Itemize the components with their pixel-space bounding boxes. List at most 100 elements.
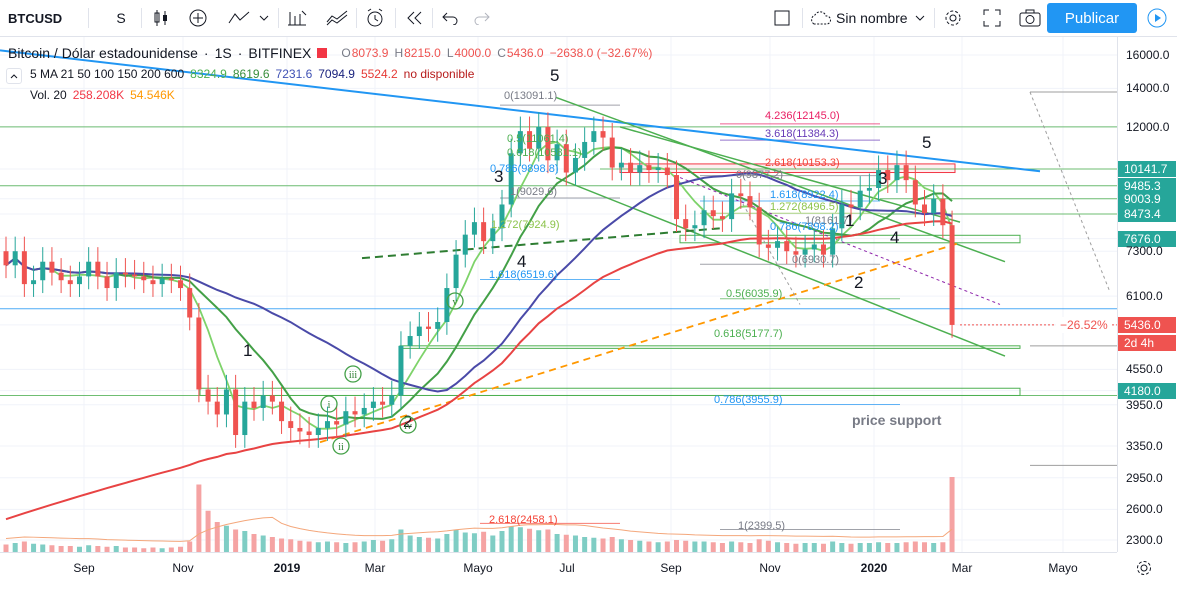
volume-bar xyxy=(674,540,680,552)
indicators-icon[interactable] xyxy=(226,6,252,30)
volume-bar xyxy=(554,534,560,552)
interval-button[interactable]: S xyxy=(116,10,126,26)
price-tick-label: 2950.0 xyxy=(1126,470,1163,485)
volume-bar xyxy=(683,540,689,552)
volume-bar xyxy=(251,534,257,552)
financials-icon[interactable] xyxy=(284,6,310,30)
candle-body xyxy=(738,193,744,197)
volume-bar xyxy=(839,543,845,552)
candle-body xyxy=(49,261,55,273)
price-axis[interactable]: 16000.0 14000.0 12000.0 10141.7 9485.3 9003.9… xyxy=(1117,37,1177,552)
fullscreen-icon[interactable] xyxy=(980,6,1004,30)
candles-icon[interactable] xyxy=(150,6,172,30)
candle-body xyxy=(775,241,781,248)
layout-name[interactable]: Sin nombre xyxy=(836,10,908,26)
cloud-icon[interactable] xyxy=(808,6,832,30)
time-tick-label: Mayo xyxy=(463,561,493,575)
volume-bar xyxy=(949,477,955,552)
add-indicator-icon[interactable] xyxy=(186,6,210,30)
fib-label: 1(8161.7) xyxy=(805,215,852,227)
price-tick-label: 14000.0 xyxy=(1126,81,1170,96)
gear-icon[interactable] xyxy=(941,6,965,30)
ohlc-change: −2638.0 (−32.67%) xyxy=(549,46,653,60)
volume-bar xyxy=(784,543,790,552)
wave-label: 1 xyxy=(845,211,854,230)
candle-body xyxy=(205,389,211,402)
compare-icon[interactable] xyxy=(324,6,350,30)
volume-bar xyxy=(76,546,82,552)
volume-bar xyxy=(58,546,64,552)
candle-body xyxy=(719,216,725,220)
vol-values: 258.208K 54.546K xyxy=(73,88,175,102)
toolbar-divider xyxy=(278,8,279,28)
vol-label: Vol. 20 xyxy=(30,88,67,102)
candle-body xyxy=(269,395,275,402)
price-tag: 9003.9 xyxy=(1118,190,1176,207)
volume-bar xyxy=(40,544,46,552)
candle-body xyxy=(848,204,854,208)
time-axis[interactable]: Sep Nov 2019 Mar Mayo Jul Sep Nov 2020 Mar Mayo xyxy=(0,552,1151,589)
candle-body xyxy=(637,165,643,173)
play-icon[interactable] xyxy=(1145,6,1169,30)
candle-body xyxy=(940,198,946,226)
volume-bar xyxy=(196,484,202,552)
candle-body xyxy=(324,421,330,428)
candle-body xyxy=(894,165,900,181)
candle-body xyxy=(471,222,477,235)
toolbar-divider xyxy=(432,8,433,28)
gear-icon[interactable] xyxy=(1135,559,1153,582)
undo-icon[interactable] xyxy=(438,6,462,30)
time-tick-label: Nov xyxy=(759,561,781,575)
replay-icon[interactable] xyxy=(402,6,426,30)
time-tick-label: Nov xyxy=(172,561,194,575)
price-zone xyxy=(399,345,1021,349)
volume-bar xyxy=(701,541,707,552)
candle-body xyxy=(260,395,266,408)
candle-body xyxy=(582,141,588,158)
volume-bar xyxy=(517,527,523,552)
legend-ma-row: 5 MA 21 50 100 150 200 600 8324.9 8619.6 7… xyxy=(30,67,474,81)
candle-body xyxy=(178,280,184,289)
fib-label: 1(9029.6) xyxy=(510,186,557,198)
price-change-tag: −26.52% xyxy=(1056,316,1112,333)
candle-body xyxy=(453,254,459,289)
wave-label: i xyxy=(328,400,331,411)
fib-label: 0.786(9898.8) xyxy=(490,163,559,175)
fullscreen-square-icon[interactable] xyxy=(770,6,794,30)
alert-clock-icon[interactable] xyxy=(363,6,387,30)
candle-body xyxy=(416,326,422,337)
publish-button[interactable]: Publicar xyxy=(1047,3,1137,33)
wave-label: 4 xyxy=(890,228,899,247)
time-tick-label: 2020 xyxy=(860,561,888,575)
candle-body xyxy=(352,411,358,415)
toolbar-divider xyxy=(802,8,803,28)
candle-body xyxy=(122,272,128,275)
candle-body xyxy=(196,317,202,390)
volume-bar xyxy=(618,539,624,552)
time-tick-label: Mar xyxy=(364,561,386,575)
candle-body xyxy=(187,288,193,318)
time-tick-label: Mar xyxy=(951,561,973,575)
volume-bar xyxy=(334,542,340,552)
candle-body xyxy=(76,276,82,285)
chart-canvas[interactable]: 0(13091.1) 0.5(11061.4) 0.618(10581.1) 0.78… xyxy=(0,37,1117,552)
volume-bar xyxy=(729,541,735,552)
ohlc-open-label: O xyxy=(341,46,351,60)
candle-body xyxy=(370,401,376,408)
camera-icon[interactable] xyxy=(1017,6,1043,30)
volume-bar xyxy=(582,537,588,552)
chevron-down-icon[interactable] xyxy=(912,6,928,30)
time-tick-label: 2019 xyxy=(273,561,301,575)
fib-label: 0.786(3955.9) xyxy=(714,394,783,406)
collapse-legend-icon[interactable] xyxy=(6,68,22,84)
volume-bar xyxy=(370,540,376,552)
price-zone xyxy=(619,163,956,174)
dashed-trend xyxy=(319,241,961,444)
candle-body xyxy=(830,228,836,255)
chevron-down-icon[interactable] xyxy=(256,6,272,30)
wave-label: ii xyxy=(338,442,344,453)
candle-body xyxy=(306,431,312,436)
redo-icon[interactable] xyxy=(470,6,494,30)
symbol-search[interactable]: BTCUSD xyxy=(8,10,63,26)
price-tag: 8473.4 xyxy=(1118,205,1176,222)
